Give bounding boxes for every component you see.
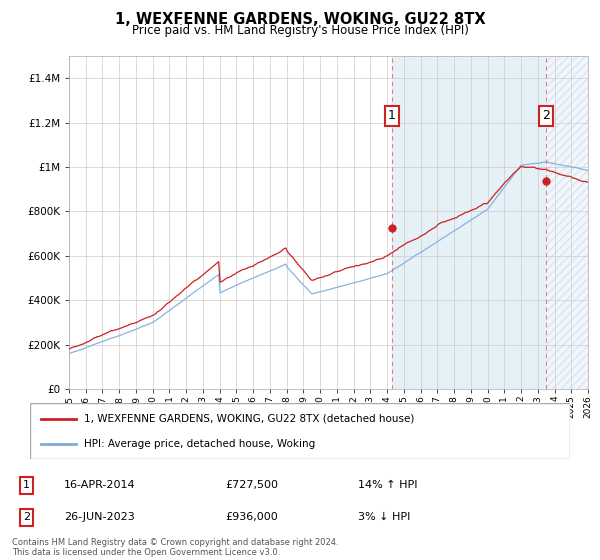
Text: 2: 2 [542, 109, 550, 123]
Text: £727,500: £727,500 [225, 480, 278, 490]
Text: HPI: Average price, detached house, Woking: HPI: Average price, detached house, Woki… [84, 438, 315, 449]
Text: 1, WEXFENNE GARDENS, WOKING, GU22 8TX (detached house): 1, WEXFENNE GARDENS, WOKING, GU22 8TX (d… [84, 414, 415, 424]
Text: 14% ↑ HPI: 14% ↑ HPI [358, 480, 417, 490]
Text: 3% ↓ HPI: 3% ↓ HPI [358, 512, 410, 522]
Text: 16-APR-2014: 16-APR-2014 [64, 480, 136, 490]
Text: 2: 2 [23, 512, 30, 522]
Text: Price paid vs. HM Land Registry's House Price Index (HPI): Price paid vs. HM Land Registry's House … [131, 24, 469, 36]
Text: 1: 1 [23, 480, 30, 490]
FancyBboxPatch shape [30, 403, 570, 459]
Text: 1, WEXFENNE GARDENS, WOKING, GU22 8TX: 1, WEXFENNE GARDENS, WOKING, GU22 8TX [115, 12, 485, 27]
Text: £936,000: £936,000 [225, 512, 278, 522]
Text: Contains HM Land Registry data © Crown copyright and database right 2024.
This d: Contains HM Land Registry data © Crown c… [12, 538, 338, 557]
Text: 1: 1 [388, 109, 396, 123]
Text: 26-JUN-2023: 26-JUN-2023 [64, 512, 134, 522]
